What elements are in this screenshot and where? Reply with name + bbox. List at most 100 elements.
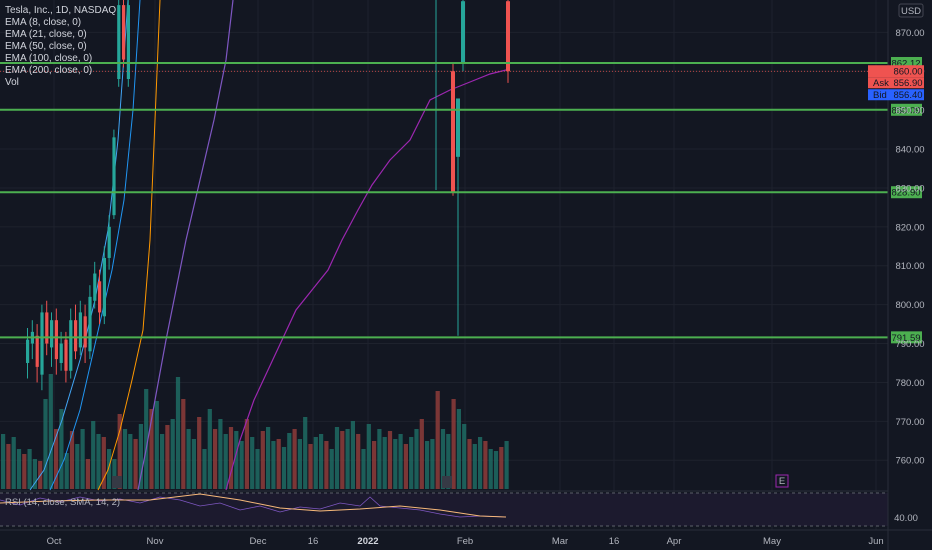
time-tick-0: Oct	[47, 536, 62, 547]
volume-bar-51	[271, 441, 276, 489]
currency-label: USD	[901, 6, 921, 17]
ema-100-line	[97, 0, 161, 491]
candle-body-16	[102, 257, 106, 317]
volume-bar-14	[75, 444, 80, 489]
legend-ema-8[interactable]: EMA (8, close, 0)	[5, 17, 82, 28]
time-tick-7: 16	[609, 536, 620, 547]
candle-body-8	[64, 339, 68, 371]
volume-bar-67	[356, 434, 361, 489]
time-axis: Oct Nov Dec 16 2022 Feb Mar 16 Apr May Jun	[0, 529, 932, 547]
future-earnings-label: E	[779, 476, 785, 487]
bid-label: Bid	[873, 90, 887, 101]
level-value-3: 791.59	[891, 333, 920, 344]
volume-bar-35	[186, 429, 191, 489]
volume-bar-90	[478, 437, 483, 489]
candle-body-19	[117, 5, 121, 80]
last-price-value: 860.00	[893, 67, 922, 78]
volume-bar-36	[191, 439, 196, 489]
candle-body-5	[50, 320, 54, 348]
volume-bar-28	[149, 409, 154, 489]
volume-bar-93	[493, 451, 499, 489]
horizontal-levels: 862.12 850.09 828.90 791.59	[0, 56, 922, 344]
ask-tag	[868, 77, 924, 89]
volume-bar-52	[276, 439, 281, 489]
time-tick-2: Dec	[250, 536, 267, 547]
earnings-marker-1	[442, 476, 452, 488]
legend-ema-50[interactable]: EMA (50, close, 0)	[5, 41, 87, 52]
volume-bar-89	[472, 444, 477, 489]
volume-bar-77	[409, 437, 414, 489]
volume-bar-66	[350, 421, 355, 489]
volume-bar-85	[451, 399, 456, 489]
volume-bar-70	[372, 441, 377, 489]
volume-bar-43	[228, 427, 234, 489]
late-candle-body-0	[451, 71, 455, 192]
volume-bar-13	[69, 431, 75, 489]
volume-bar-15	[80, 429, 85, 489]
time-tick-8: Apr	[667, 536, 682, 547]
volume-bars	[1, 374, 509, 489]
bid-value: 856.40	[893, 90, 922, 101]
price-tick-8: 790.00	[895, 339, 924, 350]
volume-bar-55	[292, 429, 297, 489]
candle-body-0	[26, 339, 30, 363]
volume-bar-24	[128, 434, 133, 489]
time-tick-5: Feb	[457, 536, 473, 547]
rsi-band	[0, 493, 888, 526]
volume-bar-56	[297, 439, 302, 489]
candle-body-2	[35, 335, 39, 367]
volume-bar-1	[6, 444, 11, 489]
candle-body-6	[54, 320, 58, 360]
volume-bar-69	[366, 424, 371, 489]
volume-bar-59	[313, 437, 318, 489]
volume-bar-6	[32, 459, 37, 489]
volume-bar-21	[112, 459, 117, 489]
price-tick-10: 770.00	[895, 417, 924, 428]
candle-body-21	[126, 5, 130, 80]
ask-value: 856.90	[893, 78, 922, 89]
volume-bar-68	[361, 449, 366, 489]
candle-body-20	[122, 5, 126, 60]
symbol-title[interactable]: Tesla, Inc., 1D, NASDAQ	[5, 5, 117, 16]
volume-bar-10	[54, 429, 59, 489]
indicator-legend: Tesla, Inc., 1D, NASDAQ EMA (8, close, 0…	[5, 5, 116, 89]
volume-bar-87	[462, 424, 467, 489]
volume-bar-95	[504, 441, 509, 489]
volume-bar-80	[425, 441, 430, 489]
candle-body-9	[69, 320, 73, 371]
rsi-legend[interactable]: RSI (14, close, SMA, 14, 2)	[5, 497, 121, 508]
volume-bar-38	[202, 449, 207, 489]
volume-bar-74	[393, 439, 398, 489]
late-candle-body-3	[506, 1, 510, 72]
volume-bar-79	[419, 419, 424, 489]
event-markers: E	[112, 474, 789, 488]
ema-21-line	[29, 0, 129, 491]
rsi-pane: 40.00	[0, 490, 918, 527]
legend-ema-200[interactable]: EMA (200, close, 0)	[5, 65, 93, 76]
candle-body-18	[112, 137, 116, 216]
volume-bar-76	[403, 444, 408, 489]
legend-ema-100[interactable]: EMA (100, close, 0)	[5, 53, 93, 64]
volume-bar-64	[340, 431, 345, 489]
candle-body-3	[40, 312, 44, 375]
volume-bar-47	[250, 437, 255, 489]
volume-bar-75	[398, 434, 403, 489]
volume-bar-19	[101, 437, 106, 489]
level-value-0: 862.12	[891, 58, 920, 69]
volume-bar-57	[303, 417, 308, 489]
ema-200-line-left	[137, 0, 234, 491]
volume-bar-27	[144, 389, 149, 489]
level-value-1: 850.09	[891, 105, 920, 116]
bid-tag	[868, 89, 924, 101]
volume-bar-44	[234, 431, 239, 489]
volume-bar-30	[160, 434, 165, 489]
legend-ema-21[interactable]: EMA (21, close, 0)	[5, 29, 87, 40]
volume-bar-26	[138, 424, 143, 489]
rsi-line	[0, 496, 507, 518]
volume-bar-16	[85, 459, 90, 489]
volume-bar-4	[22, 454, 27, 489]
legend-volume[interactable]: Vol	[5, 77, 19, 88]
candle-body-4	[45, 312, 49, 344]
late-candle-body-2	[461, 1, 465, 64]
